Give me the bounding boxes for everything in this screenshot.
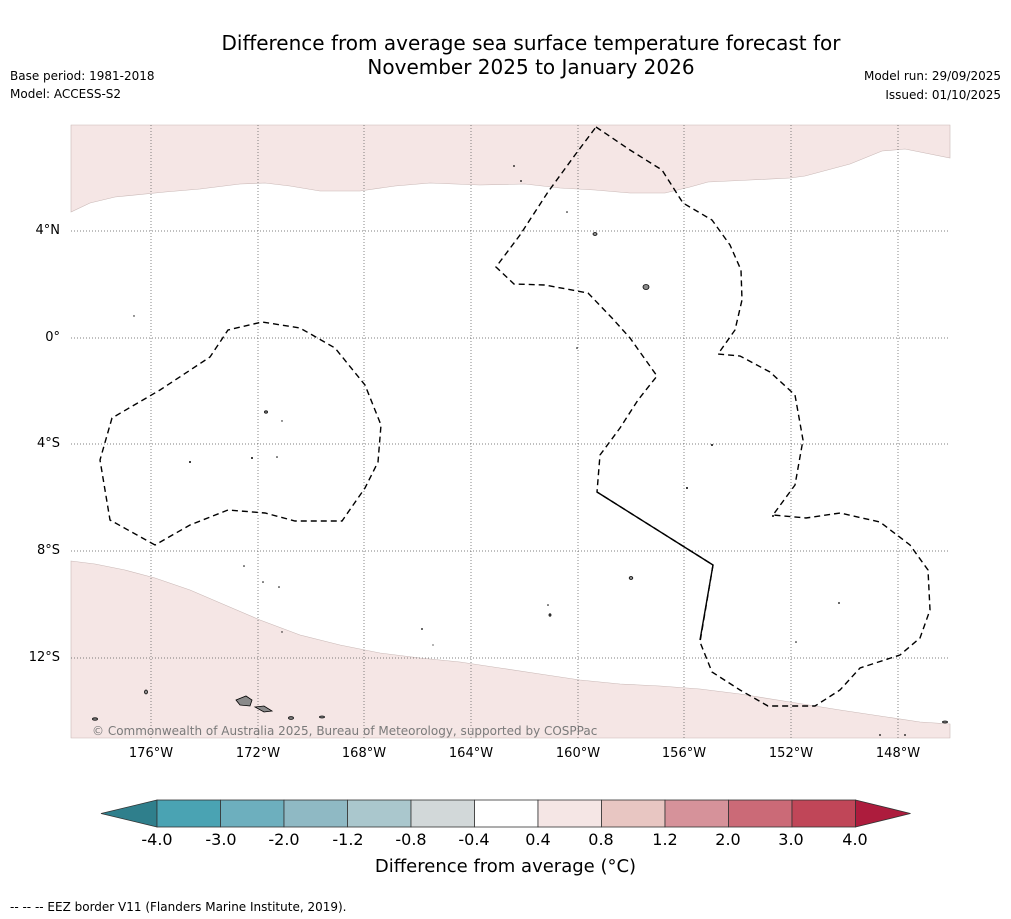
lat-label-0: 0°	[45, 330, 60, 345]
colorbar-segment	[728, 799, 793, 828]
colorbar-segment	[601, 799, 666, 828]
colorbar-extend-low	[100, 799, 158, 828]
islands	[92, 232, 948, 724]
lon-label-156w: 156°W	[661, 746, 707, 761]
eez-borders	[99, 126, 931, 707]
island-a	[144, 689, 148, 695]
colorbar-segment	[537, 799, 602, 828]
model-name: Model: ACCESS-S2	[10, 87, 122, 101]
colorbar-segment	[791, 799, 856, 828]
colorbar-segment	[283, 799, 348, 828]
lon-label-152w: 152°W	[768, 746, 814, 761]
graticule	[71, 125, 950, 738]
island-b	[92, 717, 98, 721]
colorbar-segment	[474, 799, 539, 828]
island-upolu	[253, 705, 274, 713]
eez-tuvalu-tokelau	[99, 321, 382, 546]
cb-tick-0: -4.0	[141, 830, 173, 849]
issued-date: Issued: 01/10/2025	[885, 88, 1001, 102]
model-run: Model run: 29/09/2025	[863, 69, 1001, 83]
chart-title: Difference from average sea surface temp…	[0, 31, 1011, 79]
cb-tick-7: 0.8	[588, 830, 614, 849]
lat-label-8s: 8°S	[36, 543, 60, 558]
lat-label-4s: 4°S	[36, 436, 60, 451]
colorbar-segment	[156, 799, 221, 828]
lat-label-12s: 12°S	[28, 650, 60, 665]
cb-tick-9: 2.0	[715, 830, 741, 849]
lat-label-4n: 4°N	[35, 223, 61, 238]
cb-tick-11: 4.0	[842, 830, 868, 849]
island-g	[264, 410, 268, 414]
colorbar-segment	[410, 799, 475, 828]
base-period: Base period: 1981-2018	[10, 69, 155, 83]
island-savaii	[235, 695, 253, 707]
island-i	[548, 613, 552, 617]
colorbar-segment	[220, 799, 285, 828]
cb-tick-1: -3.0	[205, 830, 237, 849]
cb-tick-4: -0.8	[395, 830, 427, 849]
colorbar-segment	[347, 799, 412, 828]
cb-tick-3: -1.2	[332, 830, 364, 849]
cb-tick-5: -0.4	[458, 830, 490, 849]
lon-label-164w: 164°W	[448, 746, 494, 761]
warm-region-south	[70, 560, 951, 739]
eez-footnote: -- -- -- EEZ border V11 (Flanders Marine…	[10, 900, 347, 914]
eez-solid-segment	[596, 491, 714, 641]
lon-label-172w: 172°W	[235, 746, 281, 761]
island-e	[642, 284, 650, 290]
cb-tick-6: 0.4	[525, 830, 551, 849]
title-line-1: Difference from average sea surface temp…	[221, 31, 841, 55]
island-d	[319, 715, 325, 719]
lon-label-168w: 168°W	[341, 746, 387, 761]
lon-label-148w: 148°W	[875, 746, 921, 761]
atolls	[133, 165, 906, 736]
copyright-notice: © Commonwealth of Australia 2025, Bureau…	[92, 724, 598, 738]
cb-tick-8: 1.2	[652, 830, 678, 849]
lon-label-160w: 160°W	[555, 746, 601, 761]
cb-tick-2: -2.0	[268, 830, 300, 849]
eez-kiribati-line	[495, 126, 931, 707]
island-h	[628, 576, 634, 580]
cb-tick-10: 3.0	[778, 830, 804, 849]
colorbar-title: Difference from average (°C)	[374, 856, 637, 877]
title-line-2: November 2025 to January 2026	[367, 55, 695, 79]
colorbar-extend-high	[855, 799, 911, 828]
island-c	[288, 716, 294, 720]
island-j	[942, 720, 948, 724]
colorbar-segment	[664, 799, 729, 828]
warm-region-north	[70, 124, 951, 213]
island-f	[592, 232, 598, 236]
lon-label-176w: 176°W	[128, 746, 174, 761]
